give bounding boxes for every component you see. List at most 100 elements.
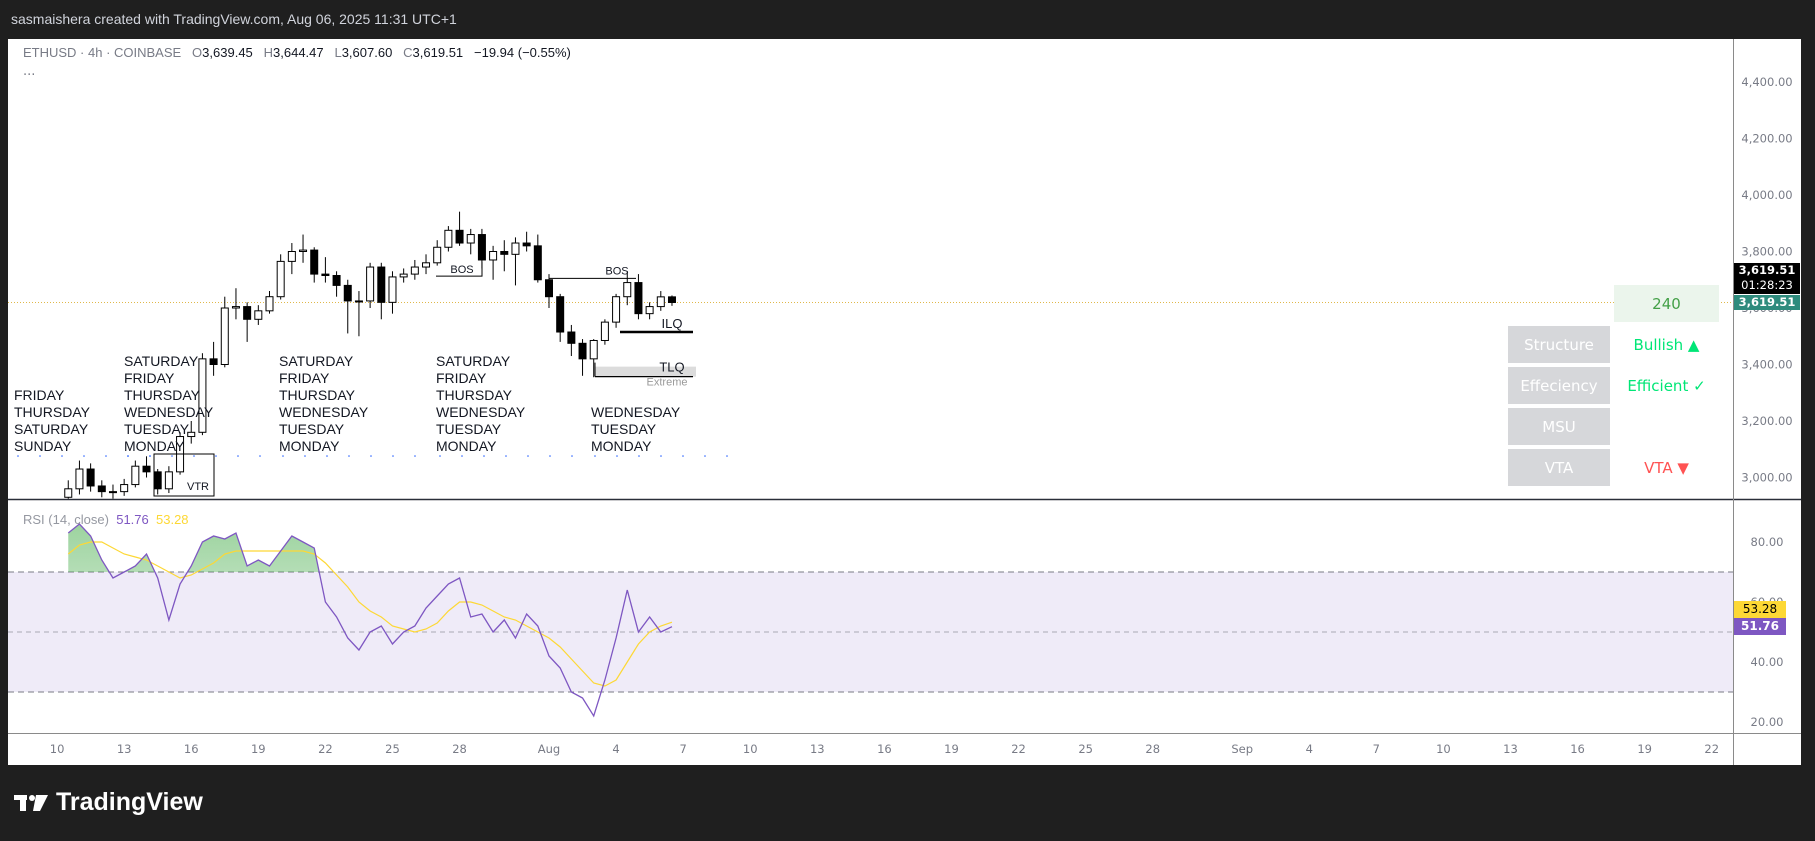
session-day-label: WEDNESDAY [436,404,526,420]
candle[interactable] [64,480,73,499]
session-day-label: SATURDAY [436,353,511,369]
candle[interactable] [645,302,654,320]
candle[interactable] [86,463,95,492]
candle[interactable] [634,274,643,320]
candle[interactable] [623,271,632,306]
candle[interactable] [153,469,162,495]
candle[interactable] [612,293,621,328]
candle[interactable] [75,460,84,495]
session-dot [660,455,662,457]
time-tick-label: 22 [318,742,333,756]
candle[interactable] [310,247,319,283]
candle[interactable] [533,234,542,283]
candle[interactable] [209,341,218,376]
candle[interactable] [455,211,464,246]
candle[interactable] [354,291,363,337]
rsi-pane[interactable] [67,523,673,718]
candle[interactable] [410,259,419,280]
candle[interactable] [120,478,129,496]
symbol-info[interactable]: ETHUSD · 4h · COINBASE [23,45,182,60]
candle[interactable] [97,480,106,498]
time-axis[interactable]: 10 13 16 19 22 25 28 Aug 4 7 10 13 16 19 22 25 28 Sep 4 7 10… [50,742,1719,756]
session-dot [571,455,573,457]
candle[interactable] [108,484,117,499]
candle[interactable] [444,226,453,252]
candle-body [75,468,84,490]
candle[interactable] [589,339,598,378]
session-day-label: THURSDAY [14,404,90,420]
candle[interactable] [164,466,173,494]
rsi-overbought-fill [68,524,672,572]
session-dot [304,455,306,457]
session-dot [414,455,416,457]
session-day-label: MONDAY [591,438,652,454]
candle[interactable] [343,279,352,334]
session-dot [149,455,151,457]
candle[interactable] [198,353,207,436]
session-dot [370,455,372,457]
session-dot [215,455,217,457]
candle[interactable] [231,288,240,320]
candle[interactable] [254,305,263,325]
price-pane[interactable] [8,211,1733,499]
rsi-legend[interactable]: RSI (14, close) 51.76 53.28 [23,512,189,527]
candle[interactable] [388,271,397,314]
time-tick-label: 19 [251,742,266,756]
candle[interactable] [366,262,375,308]
time-tick-label: 7 [679,742,686,756]
session-day-label: TUESDAY [124,421,190,437]
candle[interactable] [299,234,308,263]
candle[interactable] [265,291,274,314]
time-tick-label: 28 [452,742,467,756]
candle-body [667,296,676,303]
candle[interactable] [142,456,151,478]
candle[interactable] [422,254,431,275]
candle-body [477,234,486,261]
candle[interactable] [466,228,475,255]
candle-body [287,251,296,262]
candle[interactable] [243,302,252,342]
candle[interactable] [556,293,565,342]
candle[interactable] [489,245,498,280]
candle-body [511,242,520,255]
vtr-label: VTR [187,481,209,493]
candle[interactable] [667,295,676,306]
candle[interactable] [600,319,609,345]
candle[interactable] [433,240,442,266]
session-day-label: WEDNESDAY [591,404,681,420]
rsi-title: RSI (14, close) [23,512,109,527]
candle-body [533,245,542,281]
tradingview-logo[interactable]: TradingView [14,788,203,817]
time-tick-label: Aug [538,742,560,756]
candle[interactable] [321,257,330,283]
session-dot [39,455,41,457]
candle-body [153,471,162,490]
candle[interactable] [332,271,341,297]
candle[interactable] [578,339,587,376]
candle[interactable] [276,254,285,300]
candle[interactable] [477,228,486,269]
candle[interactable] [187,421,196,444]
candle[interactable] [567,324,576,357]
bos-line [436,262,483,277]
time-tick-label: 10 [50,742,65,756]
session-dot [704,455,706,457]
candle[interactable] [511,237,520,286]
more-indicators-button[interactable]: ... [23,64,36,79]
candle[interactable] [399,268,408,283]
candle-body [265,296,274,312]
session-dot [726,455,728,457]
candle[interactable] [287,243,296,275]
candle[interactable] [656,291,665,311]
session-day-label: SUNDAY [14,438,72,454]
candle[interactable] [377,262,386,320]
candle[interactable] [522,231,531,252]
candle-body [410,266,419,275]
countdown-text: 01:28:23 [1741,278,1793,292]
session-dot [83,455,85,457]
candle-body [366,266,375,302]
candle[interactable] [500,240,509,272]
candle[interactable] [131,460,140,488]
candle[interactable] [220,296,229,368]
